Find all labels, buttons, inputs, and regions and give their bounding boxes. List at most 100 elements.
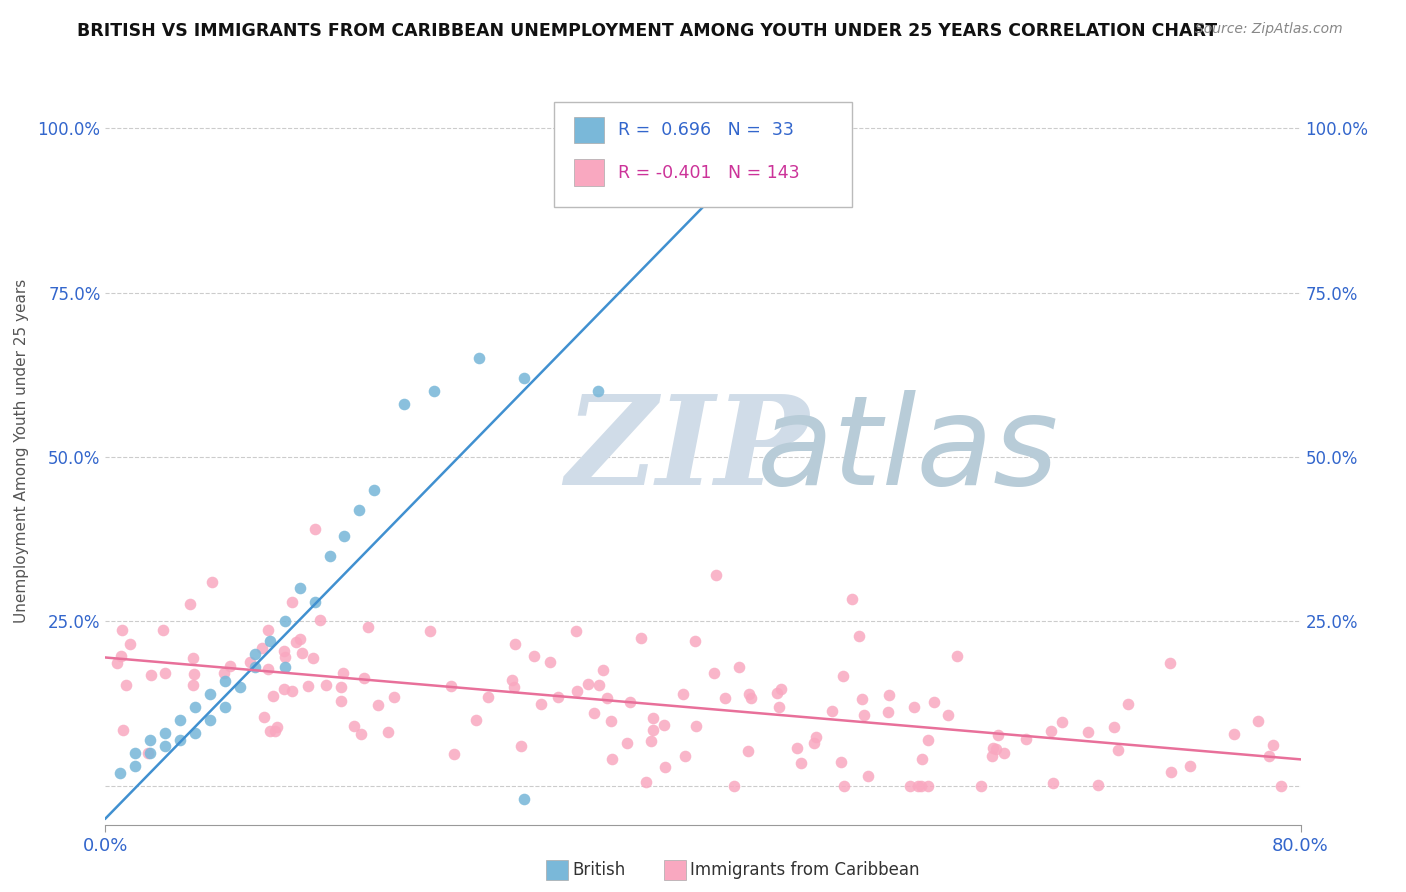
Point <box>946 648 969 663</box>
Point <box>367 698 389 712</box>
Point <box>592 664 614 678</box>
Point <box>619 695 641 709</box>
Point <box>363 483 385 497</box>
Point <box>243 647 266 661</box>
Point <box>394 397 416 411</box>
Point <box>105 656 128 670</box>
Point <box>343 719 366 733</box>
Point <box>685 719 707 733</box>
Point <box>1222 727 1244 741</box>
Point <box>350 727 373 741</box>
Point <box>728 660 751 674</box>
Point <box>198 687 221 701</box>
Point <box>356 620 378 634</box>
Point <box>262 690 284 704</box>
Point <box>565 684 588 698</box>
Point <box>723 779 745 793</box>
Point <box>640 734 662 748</box>
Point <box>1270 779 1292 793</box>
Point <box>257 623 280 637</box>
Point <box>330 680 353 694</box>
Point <box>503 680 526 694</box>
Point <box>139 668 162 682</box>
Point <box>139 732 162 747</box>
Point <box>596 690 619 705</box>
Point <box>853 707 876 722</box>
Point <box>841 592 863 607</box>
Point <box>464 714 486 728</box>
Text: atlas: atlas <box>756 390 1059 511</box>
Point <box>477 690 499 704</box>
Point <box>468 351 491 366</box>
Point <box>936 708 959 723</box>
Point <box>302 651 325 665</box>
Point <box>600 752 623 766</box>
Point <box>318 549 340 563</box>
Point <box>910 751 932 765</box>
Point <box>503 637 526 651</box>
Point <box>243 660 266 674</box>
Point <box>110 649 132 664</box>
Point <box>848 629 870 643</box>
Point <box>443 747 465 761</box>
Point <box>769 681 792 696</box>
Point <box>513 371 536 385</box>
Point <box>1178 758 1201 772</box>
Point <box>1107 742 1129 756</box>
Point <box>250 641 273 656</box>
Point <box>876 705 898 719</box>
Point <box>804 730 827 744</box>
Point <box>630 631 652 645</box>
Point <box>832 669 855 683</box>
Point <box>353 671 375 685</box>
Point <box>600 714 623 729</box>
Point <box>153 666 176 681</box>
Point <box>181 651 204 665</box>
Point <box>501 673 523 688</box>
Point <box>219 658 242 673</box>
Point <box>257 662 280 676</box>
Point <box>576 677 599 691</box>
Point <box>1040 723 1063 738</box>
Point <box>179 597 201 611</box>
Point <box>704 568 727 582</box>
Point <box>652 718 675 732</box>
FancyBboxPatch shape <box>574 160 603 186</box>
Point <box>274 649 297 664</box>
Point <box>766 686 789 700</box>
Point <box>382 690 405 704</box>
Point <box>333 529 356 543</box>
Point <box>509 739 531 753</box>
Point <box>1247 714 1270 728</box>
Point <box>212 665 235 680</box>
Point <box>239 655 262 669</box>
Point <box>980 749 1002 764</box>
Point <box>564 624 586 638</box>
Point <box>987 728 1010 742</box>
Point <box>377 725 399 739</box>
Point <box>315 678 337 692</box>
Point <box>993 747 1015 761</box>
Point <box>714 691 737 706</box>
Point <box>1087 778 1109 792</box>
Point <box>111 623 134 637</box>
Point <box>803 736 825 750</box>
Point <box>634 774 657 789</box>
Point <box>273 660 295 674</box>
Point <box>201 574 224 589</box>
Point <box>184 726 207 740</box>
Point <box>851 692 873 706</box>
Point <box>641 711 664 725</box>
Text: R =  0.696   N =  33: R = 0.696 N = 33 <box>619 120 794 138</box>
Point <box>616 736 638 750</box>
Point <box>583 706 606 720</box>
Point <box>332 666 354 681</box>
Point <box>917 779 939 793</box>
Point <box>858 769 880 783</box>
Point <box>898 779 921 793</box>
Point <box>1077 724 1099 739</box>
Point <box>1261 738 1284 752</box>
Point <box>440 679 463 693</box>
Point <box>264 723 287 738</box>
Text: BRITISH VS IMMIGRANTS FROM CARIBBEAN UNEMPLOYMENT AMONG YOUTH UNDER 25 YEARS COR: BRITISH VS IMMIGRANTS FROM CARIBBEAN UNE… <box>77 22 1218 40</box>
